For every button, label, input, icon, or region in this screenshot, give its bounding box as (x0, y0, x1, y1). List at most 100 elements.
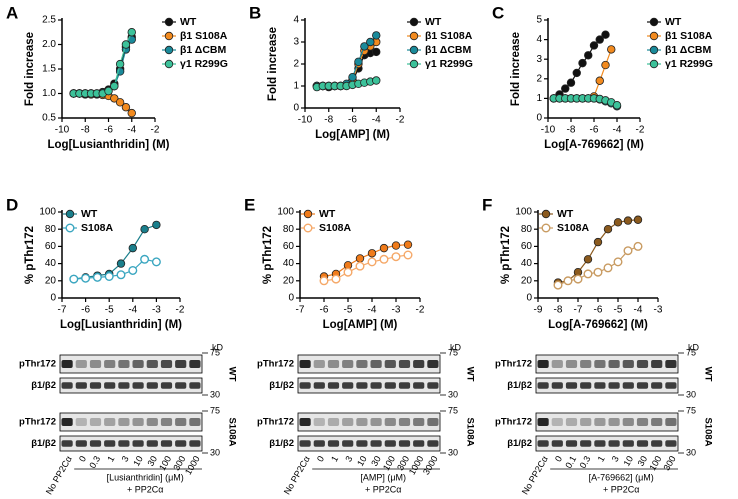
lane-label: 10 (355, 454, 369, 468)
band-label: pThr172 (495, 417, 532, 428)
panel-label: A (6, 3, 18, 22)
x-tick-label: -10 (298, 115, 313, 126)
blot-band (75, 382, 87, 389)
data-point (127, 28, 136, 37)
y-axis-title: Fold increase (24, 32, 36, 106)
blot-band (580, 360, 592, 368)
lane-label: 10 (131, 454, 145, 468)
x-tick-label: -4 (368, 305, 377, 316)
blot-band (370, 418, 382, 426)
y-tick-label: 0.5 (42, 113, 56, 124)
data-point (403, 240, 413, 249)
blot-band (61, 418, 73, 426)
y-tick-label: 1 (536, 93, 542, 104)
blot-band (398, 440, 411, 447)
blot-band (427, 440, 439, 447)
legend-marker (649, 17, 659, 27)
data-point (104, 272, 114, 282)
caption: [Lusianthridin] (μM) (107, 472, 184, 482)
data-point (343, 267, 353, 277)
lane-label: 1 (596, 454, 607, 463)
blot-band (132, 382, 144, 389)
legend-marker (409, 59, 419, 69)
blot-band (75, 418, 87, 426)
blot-frame (535, 377, 679, 394)
data-point (151, 257, 161, 267)
legend-label: β1 ΔCBM (180, 44, 226, 56)
blot-band (370, 382, 382, 389)
legend-label: S108A (557, 222, 590, 234)
data-point (116, 259, 126, 268)
blot-frame (297, 412, 441, 432)
x-axis-title: Log[A-769662] (M) (548, 319, 648, 331)
data-point (104, 86, 113, 96)
legend-marker (541, 223, 551, 233)
y-tick-label: 3 (536, 54, 542, 65)
marker-label: 75 (686, 405, 696, 415)
blot-band (594, 418, 606, 426)
blot-band (75, 440, 87, 447)
blot-band (551, 440, 563, 447)
y-tick-label: 2.0 (42, 39, 56, 50)
blot-band (189, 382, 201, 389)
data-point (366, 37, 375, 47)
blot-band (299, 418, 311, 426)
blot-band (342, 418, 354, 426)
blot-band (327, 382, 340, 389)
marker-label: 30 (448, 389, 458, 399)
data-point (601, 30, 610, 39)
blot-band (665, 418, 677, 426)
x-tick-label: -3 (392, 305, 401, 316)
panel-label: B (249, 3, 261, 22)
x-tick-label: -7 (58, 305, 67, 316)
data-point (584, 51, 593, 60)
y-tick-label: 100 (39, 207, 56, 218)
x-tick-label: -8 (567, 125, 576, 136)
data-point (573, 274, 583, 284)
x-tick-label: -8 (324, 115, 333, 126)
legend-marker (649, 59, 659, 69)
data-point (623, 246, 633, 256)
unit-label: kD (688, 342, 700, 352)
y-tick-label: 0 (288, 293, 294, 304)
band-label: β1/β2 (507, 438, 532, 449)
x-tick-label: -9 (534, 305, 543, 316)
blot-band (551, 382, 563, 389)
legend-label: WT (319, 208, 336, 220)
legend-label: WT (665, 16, 682, 28)
x-tick-label: -6 (81, 305, 90, 316)
data-point (613, 257, 623, 267)
legend-label: S108A (319, 222, 352, 234)
marker-label: 75 (210, 405, 220, 415)
x-tick-label: -4 (128, 305, 137, 316)
data-point (367, 249, 377, 258)
lane-label: No PP2Cα (520, 454, 550, 496)
band-label: β1/β2 (31, 438, 56, 449)
x-tick-label: -2 (636, 125, 645, 136)
x-tick-label: -4 (613, 125, 622, 136)
x-tick-label: -5 (344, 305, 353, 316)
legend-marker (649, 31, 659, 41)
data-point (360, 42, 369, 51)
y-tick-label: 1 (293, 81, 299, 92)
blot-band (61, 360, 73, 368)
blot-band (427, 360, 439, 368)
band-label: pThr172 (495, 359, 532, 370)
blot-band (580, 382, 592, 389)
blot-band (565, 360, 578, 368)
panel-label: E (244, 195, 255, 214)
y-tick-label: 80 (283, 224, 295, 235)
blot-band (342, 440, 354, 447)
y-tick-label: 40 (283, 258, 295, 269)
lane-label: 30 (636, 454, 650, 468)
marker-label: 30 (448, 447, 458, 457)
y-tick-label: 80 (521, 224, 533, 235)
lane-label: 100 (157, 454, 173, 472)
y-tick-label: 100 (277, 207, 294, 218)
blot-band (551, 418, 563, 426)
blot-band (61, 440, 73, 447)
blot-band (356, 440, 368, 447)
blot-frame (535, 354, 679, 374)
lane-label: 0.1 (563, 454, 578, 470)
